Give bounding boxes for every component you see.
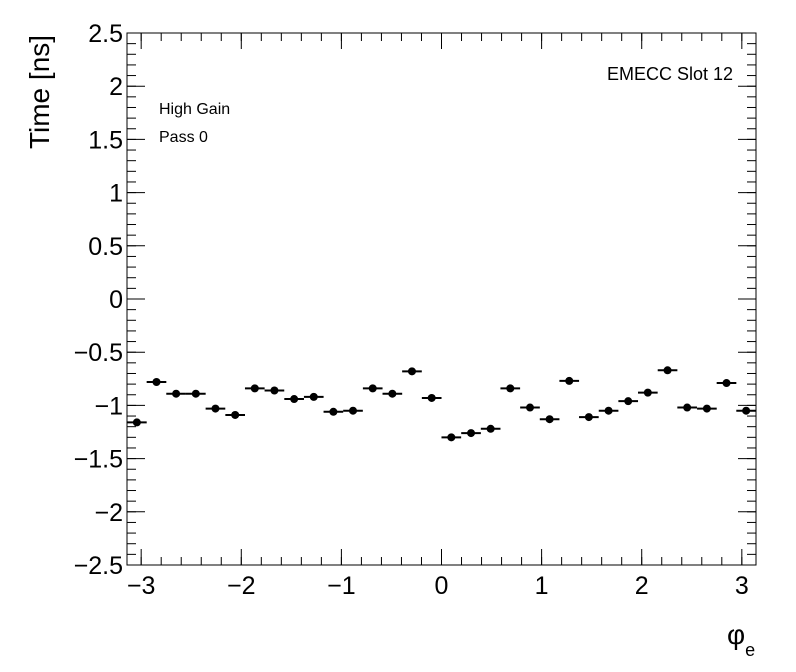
data-point (290, 395, 299, 404)
y-tick-label: −1.5 (74, 446, 123, 474)
y-tick-label: −2 (94, 499, 123, 527)
data-point (545, 415, 554, 424)
annotation-gain: High Gain (159, 101, 230, 118)
data-point (624, 397, 633, 406)
y-tick-label: −1 (94, 392, 123, 420)
x-axis-title-symbol: φ (727, 619, 745, 650)
x-tick-label: 1 (535, 572, 549, 600)
data-point (604, 406, 613, 415)
x-tick-label: 2 (635, 572, 649, 600)
data-point (231, 410, 240, 419)
data-point (702, 404, 711, 413)
data-point (742, 406, 751, 415)
tick-labels: −2.5 −2 −1.5 −1 −0.5 0 0.5 1 1.5 2 2.5 −3 −2 −1 0 1 2 3 (74, 20, 749, 600)
data-point (132, 418, 141, 427)
data-point (211, 404, 220, 413)
data-point (368, 384, 377, 393)
data-point (467, 429, 476, 438)
x-axis-title-subscript: e (745, 640, 755, 660)
data-point (152, 377, 161, 386)
data-point (270, 386, 279, 395)
y-axis-title: Time [ns] (24, 35, 55, 149)
data-point (172, 389, 181, 398)
x-tick-label: 3 (735, 572, 749, 600)
y-tick-label: −2.5 (74, 552, 123, 580)
data-point (329, 407, 338, 416)
y-tick-label: 0 (109, 286, 123, 314)
data-point (525, 403, 534, 412)
data-point (427, 393, 436, 402)
data-point (447, 433, 456, 442)
data-point (407, 367, 416, 376)
x-tick-label: −2 (227, 572, 256, 600)
y-tick-label: 2 (109, 73, 123, 101)
x-tick-label: −1 (327, 572, 356, 600)
data-points (127, 366, 756, 442)
data-point (506, 384, 515, 393)
data-point (643, 388, 652, 397)
data-point (584, 413, 593, 422)
x-axis-title: φe (727, 619, 755, 660)
y-tick-label: 1.5 (88, 126, 123, 154)
annotation-slot: EMECC Slot 12 (607, 64, 733, 84)
data-point (683, 403, 692, 412)
data-point (388, 389, 397, 398)
x-tick-label: 0 (435, 572, 449, 600)
data-point (486, 424, 495, 433)
data-point (191, 389, 200, 398)
data-point (663, 366, 672, 375)
x-tick-label: −3 (127, 572, 156, 600)
data-point (722, 379, 731, 388)
y-tick-label: 2.5 (88, 20, 123, 48)
data-point (250, 384, 259, 393)
axis-ticks (127, 32, 756, 566)
data-point (309, 392, 318, 401)
y-tick-label: 1 (109, 180, 123, 208)
data-point (565, 376, 574, 385)
data-point (349, 406, 358, 415)
y-tick-label: −0.5 (74, 339, 123, 367)
annotation-pass: Pass 0 (159, 129, 208, 146)
y-tick-label: 0.5 (88, 233, 123, 261)
